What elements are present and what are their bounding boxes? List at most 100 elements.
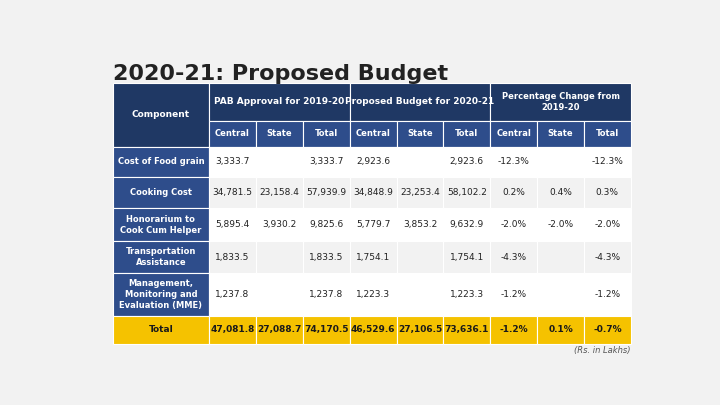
Bar bbox=[397, 177, 444, 208]
Text: 1,754.1: 1,754.1 bbox=[356, 253, 390, 262]
Bar bbox=[350, 121, 397, 147]
Text: Central: Central bbox=[356, 129, 390, 138]
Text: -1.2%: -1.2% bbox=[594, 290, 621, 299]
Bar bbox=[537, 273, 584, 316]
Bar bbox=[303, 273, 350, 316]
Bar bbox=[256, 241, 303, 273]
Text: 3,930.2: 3,930.2 bbox=[262, 220, 297, 229]
Bar bbox=[303, 316, 350, 343]
Text: -2.0%: -2.0% bbox=[500, 220, 527, 229]
Text: 1,237.8: 1,237.8 bbox=[215, 290, 250, 299]
Text: -1.2%: -1.2% bbox=[500, 325, 528, 335]
Bar bbox=[112, 316, 209, 343]
Bar bbox=[397, 147, 444, 177]
Bar bbox=[209, 273, 256, 316]
Bar bbox=[350, 177, 397, 208]
Bar bbox=[537, 121, 584, 147]
Bar bbox=[490, 273, 537, 316]
Bar bbox=[444, 208, 490, 241]
Text: Central: Central bbox=[496, 129, 531, 138]
Bar bbox=[537, 241, 584, 273]
Bar bbox=[584, 273, 631, 316]
Bar bbox=[490, 316, 537, 343]
Bar bbox=[209, 316, 256, 343]
Text: 1,223.3: 1,223.3 bbox=[356, 290, 390, 299]
Bar bbox=[584, 316, 631, 343]
Bar bbox=[397, 121, 444, 147]
Text: 27,106.5: 27,106.5 bbox=[398, 325, 442, 335]
Text: 27,088.7: 27,088.7 bbox=[257, 325, 302, 335]
Text: 2020-21: Proposed Budget: 2020-21: Proposed Budget bbox=[112, 64, 448, 84]
Bar bbox=[112, 177, 209, 208]
Text: 1,754.1: 1,754.1 bbox=[450, 253, 484, 262]
Bar bbox=[490, 177, 537, 208]
Text: Cooking Cost: Cooking Cost bbox=[130, 188, 192, 197]
Text: 34,848.9: 34,848.9 bbox=[353, 188, 393, 197]
Bar bbox=[537, 208, 584, 241]
Text: -4.3%: -4.3% bbox=[594, 253, 621, 262]
Text: 0.4%: 0.4% bbox=[549, 188, 572, 197]
Bar bbox=[444, 273, 490, 316]
Bar bbox=[444, 147, 490, 177]
Text: State: State bbox=[548, 129, 573, 138]
Bar bbox=[350, 208, 397, 241]
Bar bbox=[537, 177, 584, 208]
Text: 2,923.6: 2,923.6 bbox=[356, 157, 390, 166]
Bar bbox=[209, 208, 256, 241]
Bar bbox=[112, 147, 209, 177]
Bar bbox=[490, 83, 631, 121]
Text: 58,102.2: 58,102.2 bbox=[447, 188, 487, 197]
Bar bbox=[209, 147, 256, 177]
Text: 0.2%: 0.2% bbox=[503, 188, 525, 197]
Text: Cost of Food grain: Cost of Food grain bbox=[117, 157, 204, 166]
Bar bbox=[444, 121, 490, 147]
Bar bbox=[444, 241, 490, 273]
Text: State: State bbox=[266, 129, 292, 138]
Bar bbox=[397, 241, 444, 273]
Bar bbox=[397, 273, 444, 316]
Text: Percentage Change from
2019-20: Percentage Change from 2019-20 bbox=[502, 92, 619, 112]
Text: 46,529.6: 46,529.6 bbox=[351, 325, 395, 335]
Bar bbox=[490, 147, 537, 177]
Text: 9,825.6: 9,825.6 bbox=[309, 220, 343, 229]
Text: 23,158.4: 23,158.4 bbox=[259, 188, 300, 197]
Bar bbox=[444, 177, 490, 208]
Text: Central: Central bbox=[215, 129, 250, 138]
Text: (Rs. in Lakhs): (Rs. in Lakhs) bbox=[575, 346, 631, 355]
Text: 57,939.9: 57,939.9 bbox=[306, 188, 346, 197]
Text: 0.1%: 0.1% bbox=[548, 325, 573, 335]
Text: 34,781.5: 34,781.5 bbox=[212, 188, 253, 197]
Text: 2,923.6: 2,923.6 bbox=[450, 157, 484, 166]
Bar bbox=[490, 208, 537, 241]
Text: 5,779.7: 5,779.7 bbox=[356, 220, 390, 229]
Text: Total: Total bbox=[455, 129, 478, 138]
Bar bbox=[584, 241, 631, 273]
Text: 3,333.7: 3,333.7 bbox=[215, 157, 250, 166]
Bar bbox=[256, 273, 303, 316]
Bar bbox=[112, 273, 209, 316]
Text: 47,081.8: 47,081.8 bbox=[210, 325, 255, 335]
Text: 5,895.4: 5,895.4 bbox=[215, 220, 250, 229]
Text: 1,833.5: 1,833.5 bbox=[215, 253, 250, 262]
Bar bbox=[303, 177, 350, 208]
Text: 23,253.4: 23,253.4 bbox=[400, 188, 440, 197]
Text: State: State bbox=[407, 129, 433, 138]
Bar bbox=[256, 208, 303, 241]
Bar bbox=[350, 147, 397, 177]
Text: Total: Total bbox=[595, 129, 619, 138]
Bar bbox=[584, 208, 631, 241]
Text: -2.0%: -2.0% bbox=[594, 220, 621, 229]
Bar bbox=[209, 177, 256, 208]
Bar bbox=[397, 208, 444, 241]
Text: 3,853.2: 3,853.2 bbox=[402, 220, 437, 229]
Text: 1,237.8: 1,237.8 bbox=[309, 290, 343, 299]
Bar bbox=[584, 121, 631, 147]
Text: -12.3%: -12.3% bbox=[591, 157, 624, 166]
Bar bbox=[303, 147, 350, 177]
Text: Management,
Monitoring and
Evaluation (MME): Management, Monitoring and Evaluation (M… bbox=[120, 279, 202, 310]
Text: Transportation
Assistance: Transportation Assistance bbox=[126, 247, 196, 267]
Text: 74,170.5: 74,170.5 bbox=[304, 325, 348, 335]
Text: 9,632.9: 9,632.9 bbox=[450, 220, 484, 229]
Text: -4.3%: -4.3% bbox=[500, 253, 527, 262]
Bar bbox=[112, 83, 209, 147]
